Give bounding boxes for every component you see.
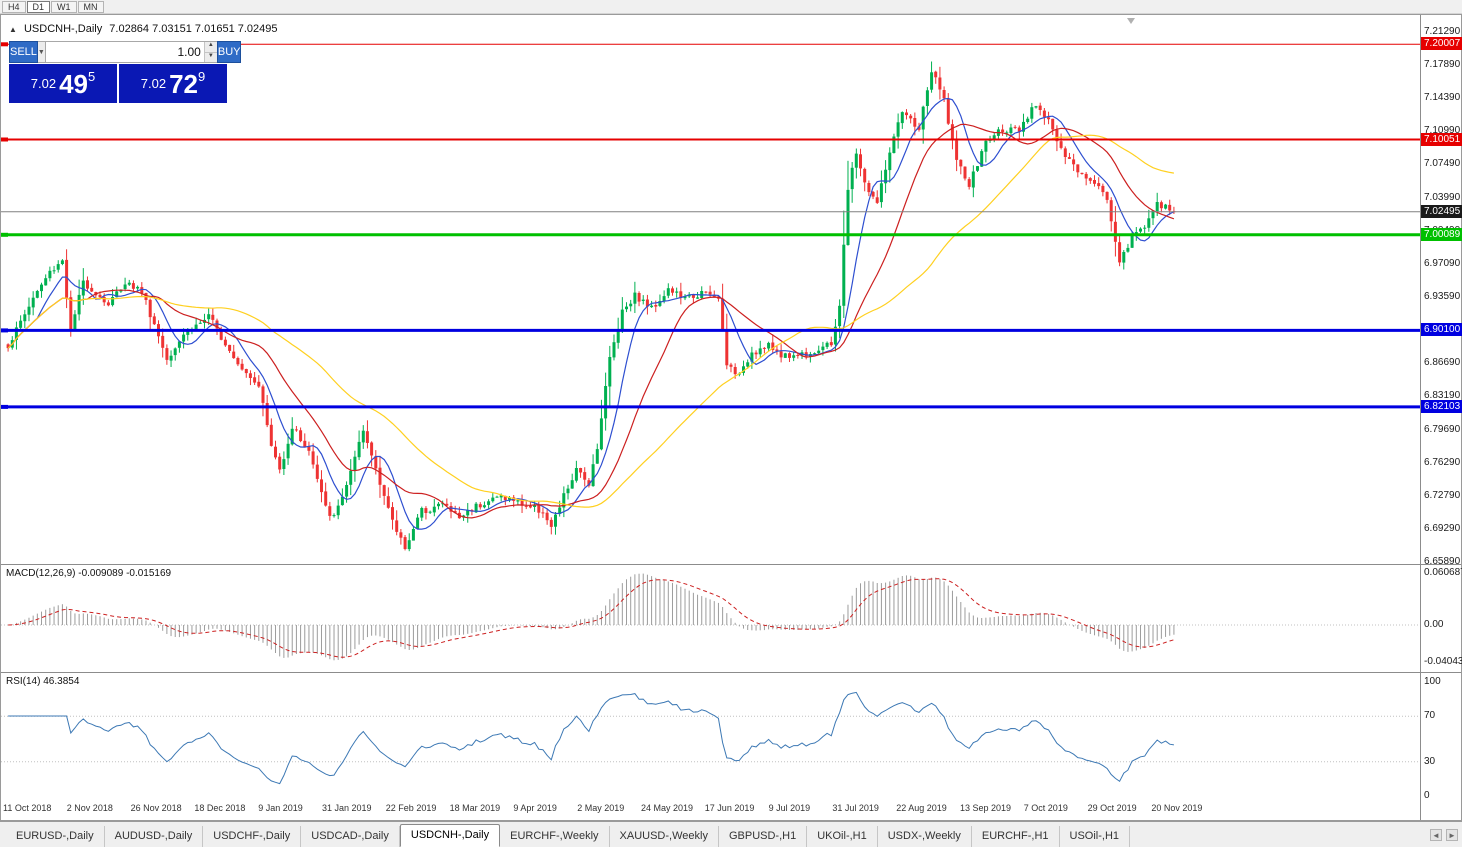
volume-spinner-up-icon[interactable]: ▲ [204,42,217,53]
panel-separator-macd[interactable] [1,564,1461,565]
symbol-direction-icon: ▲ [9,25,17,34]
tab-scroll-controls: ◄ ► [1430,829,1458,841]
sell-price-prefix: 7.02 [30,76,57,91]
date-axis-label: 26 Nov 2018 [130,803,182,813]
sell-price-display[interactable]: 7.02 49 5 [9,64,117,103]
axis-label: 7.21290 [1424,26,1461,37]
volume-dropdown-button[interactable]: ▼ [37,41,46,63]
date-axis-label: 22 Feb 2019 [385,803,437,813]
chart-tab-eurchf-weekly[interactable]: EURCHF-,Weekly [500,826,610,847]
volume-spinner-down-icon[interactable]: ▼ [204,52,217,62]
axis-label: 7.14390 [1424,92,1461,103]
buy-price-display[interactable]: 7.02 72 9 [119,64,227,103]
chart-tab-usdcad-daily[interactable]: USDCAD-,Daily [301,826,400,847]
chart-title: ▲ USDCNH-,Daily 7.02864 7.03151 7.01651 … [9,23,282,35]
sell-button[interactable]: SELL [9,41,38,63]
chart-title-symbol: USDCNH-,Daily [23,23,103,35]
date-axis-label: 11 Oct 2018 [3,803,52,813]
price-badge: 6.82103 [1421,399,1462,413]
macd-indicator-label: MACD(12,26,9) -0.009089 -0.015169 [6,568,172,579]
volume-spinner: ▲ ▼ [203,42,217,62]
tab-scroll-left-button[interactable]: ◄ [1430,829,1442,841]
axis-label: 0 [1424,790,1430,801]
date-axis-label: 2 Nov 2018 [66,803,113,813]
axis-label: 6.79690 [1424,423,1461,435]
chart-tab-usdchf-daily[interactable]: USDCHF-,Daily [203,826,302,847]
timeframe-button-w1[interactable]: W1 [51,0,77,13]
axis-label: 7.10990 [1424,124,1461,136]
chart-window: 7.21290 7.17890 7.14390 7.10990 7.07490 7.039… [0,14,1462,821]
axis-label: -0.040432 [1424,656,1462,668]
axis-label: 6.83190 [1424,390,1461,402]
date-axis-label: 13 Sep 2019 [960,803,1012,813]
chart-tab-eurchf-h1[interactable]: EURCHF-,H1 [972,826,1060,847]
date-axis-label: 31 Jul 2019 [832,803,879,813]
axis-label: 70 [1424,710,1436,722]
date-axis-label: 22 Aug 2019 [896,803,947,813]
axis-label: 7.03990 [1424,191,1461,203]
chart-tab-ukoil-h1[interactable]: UKOil-,H1 [807,826,878,847]
date-axis-label: 9 Apr 2019 [513,803,557,813]
buy-price-prefix: 7.02 [140,76,167,91]
price-axis[interactable]: 7.21290 7.17890 7.14390 7.10990 7.07490 7.039… [1420,15,1462,820]
sell-price-sup: 5 [88,69,96,84]
buy-price-sup: 9 [198,69,206,84]
date-axis-label: 17 Jun 2019 [704,803,755,813]
chart-tab-eurusd-daily[interactable]: EURUSD-,Daily [6,826,105,847]
chart-title-ohlc: 7.02864 7.03151 7.01651 7.02495 [109,23,278,35]
axis-label: 6.86690 [1424,357,1461,368]
chart-tab-xauusd-weekly[interactable]: XAUUSD-,Weekly [610,826,719,847]
date-axis-label: 9 Jan 2019 [258,803,303,813]
axis-label: 6.72790 [1424,489,1461,501]
timeframe-toolbar: H4 D1 W1 MN [0,0,1462,14]
price-badge: 7.20007 [1421,37,1462,51]
panel-separator-rsi[interactable] [1,672,1461,673]
volume-input[interactable] [45,42,204,62]
axis-label: 6.97090 [1424,257,1461,269]
axis-label: 6.76290 [1424,456,1461,468]
date-axis-label: 7 Oct 2019 [1023,803,1068,813]
chart-tab-audusd-daily[interactable]: AUDUSD-,Daily [105,826,204,847]
axis-label: 100 [1424,676,1441,687]
price-badge: 7.02495 [1421,204,1462,218]
buy-button[interactable]: BUY [216,41,242,63]
timeframe-button-mn[interactable]: MN [77,0,104,13]
timeframe-button-d1[interactable]: D1 [26,0,51,13]
date-axis-label: 18 Dec 2018 [194,803,246,813]
timeframe-button-h4[interactable]: H4 [2,0,26,13]
axis-label: 0.060687 [1424,567,1462,578]
date-axis-label: 2 May 2019 [577,803,625,813]
chart-tab-usdx-weekly[interactable]: USDX-,Weekly [878,826,972,847]
axis-label: 6.65890 [1424,556,1461,567]
chart-tab-usdcnh-daily[interactable]: USDCNH-,Daily [399,824,501,847]
chart-tab-gbpusd-h1[interactable]: GBPUSD-,H1 [719,826,808,847]
date-axis-label: 18 Mar 2019 [449,803,501,813]
buy-price-big: 72 [169,68,198,99]
rsi-indicator-label: RSI(14) 46.3854 [6,676,80,687]
axis-label: 7.17890 [1424,58,1461,70]
date-axis-label: 9 Jul 2019 [768,803,811,813]
axis-label: 6.93590 [1424,291,1461,302]
date-axis-label: 31 Jan 2019 [322,803,372,813]
axis-label: 0.00 [1424,619,1444,630]
sell-price-big: 49 [59,68,88,99]
tab-scroll-right-button[interactable]: ► [1446,829,1458,841]
chart-tab-usoil-h1[interactable]: USOil-,H1 [1060,826,1131,847]
price-badge: 7.10051 [1421,132,1462,146]
chart-tab-bar: EURUSD-,Daily AUDUSD-,Daily USDCHF-,Daily U… [0,821,1462,847]
price-badge: 6.90100 [1421,323,1462,337]
date-axis-label: 20 Nov 2019 [1151,803,1203,813]
price-chart-canvas[interactable] [1,15,1420,797]
price-badge: 7.00089 [1421,227,1462,241]
axis-label: 30 [1424,755,1436,767]
date-axis-label: 29 Oct 2019 [1087,803,1137,813]
date-axis-label: 24 May 2019 [641,803,694,813]
axis-label: 7.07490 [1424,158,1461,170]
date-axis[interactable]: 11 Oct 2018 2 Nov 2018 26 Nov 2018 18 Dec 2… [1,797,1420,820]
chart-shift-icon [1127,18,1135,24]
axis-label: 6.69290 [1424,523,1461,535]
